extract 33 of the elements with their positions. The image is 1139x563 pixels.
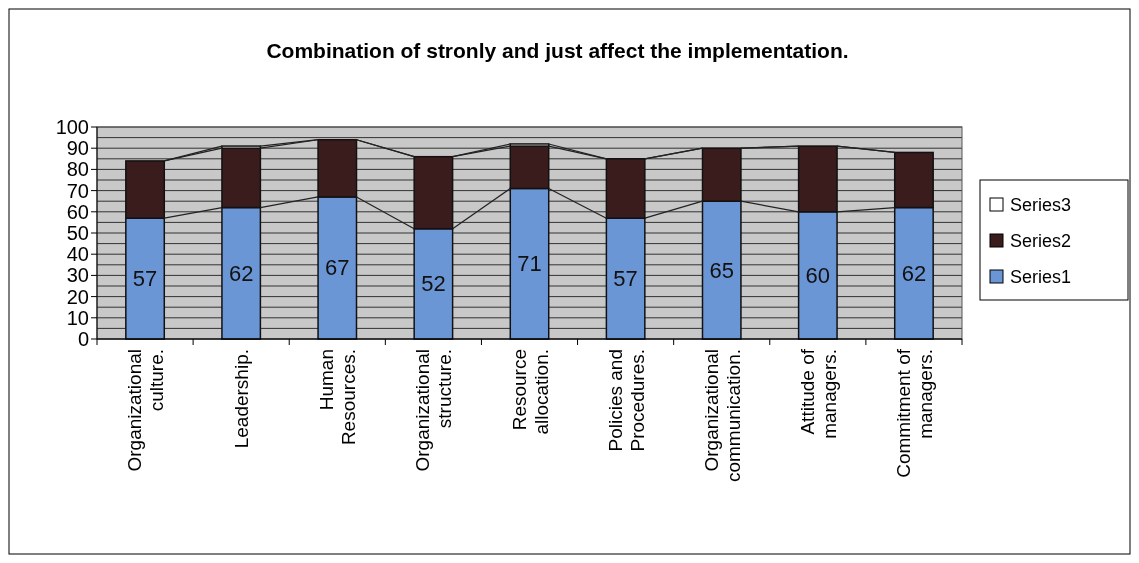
- data-label: 52: [421, 271, 446, 297]
- data-label: 65: [709, 257, 734, 283]
- data-label: 57: [613, 266, 638, 292]
- y-tick-label: 90: [66, 137, 89, 160]
- chart-title: Combination of stronly and just affect the implementation.: [266, 39, 849, 62]
- x-tick-label: Policies and Procedures.: [604, 349, 648, 452]
- y-tick-label: 10: [66, 306, 89, 329]
- data-label: 57: [132, 266, 158, 292]
- y-tick-label: 80: [66, 158, 89, 181]
- y-tick-label: 20: [66, 285, 89, 308]
- y-tick-label: 40: [66, 243, 89, 266]
- data-label: 62: [228, 260, 254, 286]
- data-label: 60: [805, 262, 831, 288]
- legend-label: Series2: [1010, 231, 1072, 251]
- y-tick-label: 50: [66, 222, 89, 244]
- y-tick-label: 100: [55, 116, 89, 138]
- legend-label: Series1: [1010, 267, 1072, 287]
- x-tick-label: Attitude of managers.: [796, 348, 840, 439]
- x-tick-label: Organizational culture.: [124, 349, 168, 472]
- x-tick-label: Human Resources.: [316, 349, 360, 446]
- legend-label: Series3: [1010, 195, 1072, 215]
- x-tick-label: Organizational communication.: [700, 349, 744, 483]
- x-tick-label: Organizational structure.: [412, 349, 456, 472]
- data-label: 62: [901, 260, 927, 286]
- data-label: 71: [517, 251, 542, 277]
- x-tick-label: Commitment of managers.: [892, 348, 936, 478]
- y-tick-label: 0: [77, 328, 89, 350]
- x-tick-label: Resource allocation.: [508, 349, 552, 435]
- y-tick-label: 30: [66, 264, 89, 287]
- data-label: 67: [325, 255, 350, 281]
- y-tick-label: 70: [66, 179, 89, 202]
- y-tick-label: 60: [66, 200, 89, 223]
- x-tick-label: Leadership.: [231, 349, 253, 449]
